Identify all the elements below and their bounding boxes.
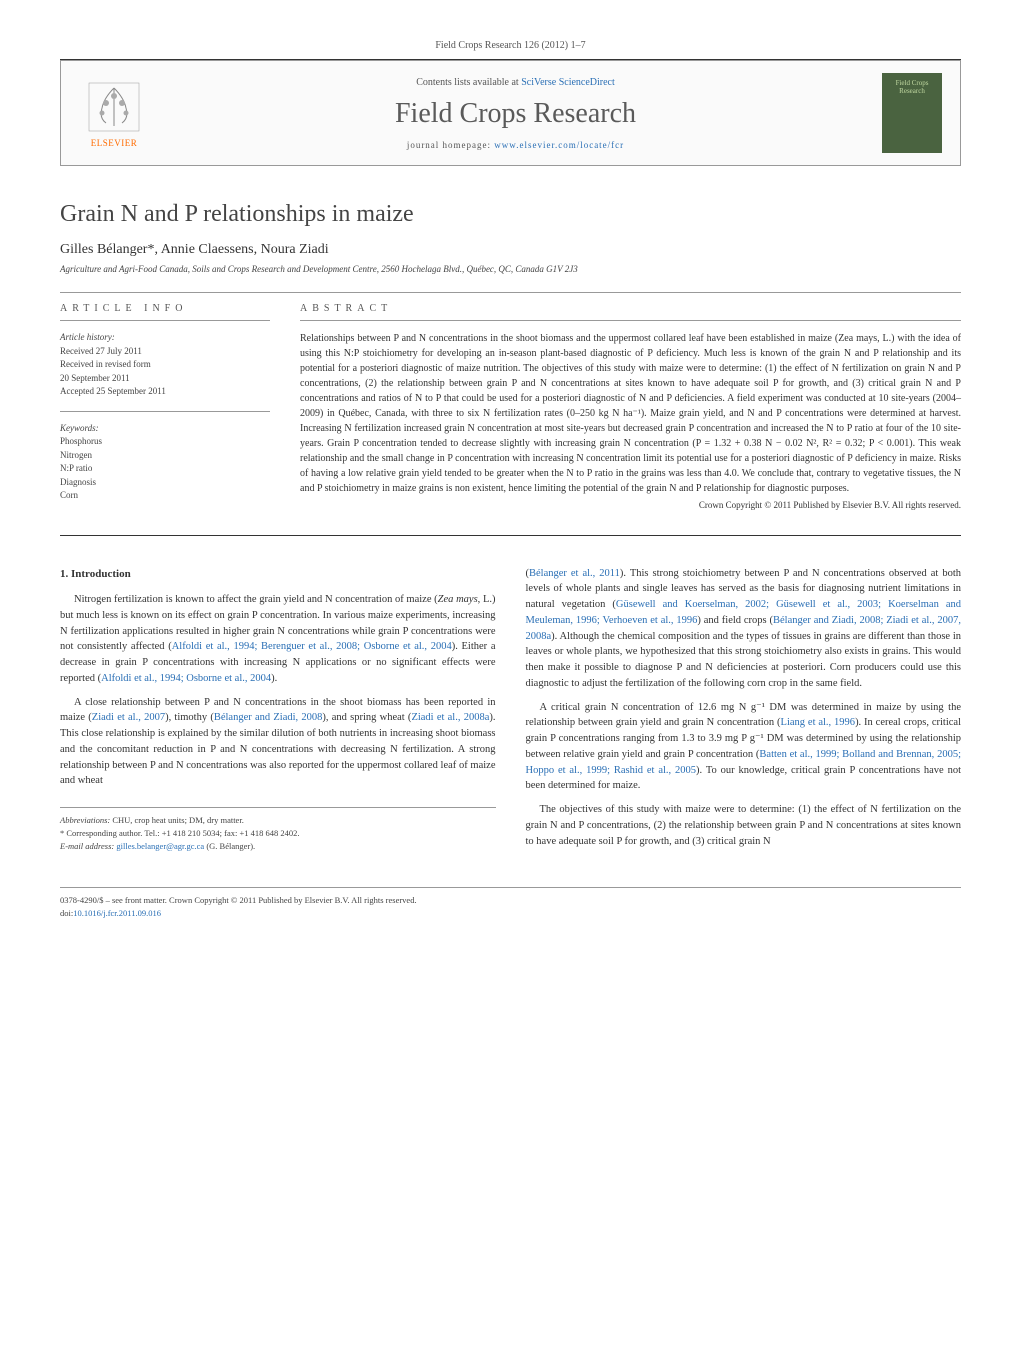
article-history: Article history: Received 27 July 2011 R… [60, 331, 270, 399]
elsevier-tree-icon [84, 78, 144, 136]
cover-text: Field Crops Research [882, 79, 942, 96]
keyword-3: N:P ratio [60, 462, 270, 476]
corresponding-line: * Corresponding author. Tel.: +1 418 210… [60, 827, 496, 840]
p2-text-c: ), and spring wheat ( [322, 712, 411, 723]
page-container: Field Crops Research 126 (2012) 1–7 ELSE… [0, 0, 1021, 960]
journal-cover-thumbnail: Field Crops Research [882, 73, 942, 153]
intro-p1: Nitrogen fertilization is known to affec… [60, 592, 496, 687]
p1-cite-2[interactable]: Alfoldi et al., 1994; Osborne et al., 20… [101, 673, 271, 684]
received-date: Received 27 July 2011 [60, 345, 270, 359]
affiliation: Agriculture and Agri-Food Canada, Soils … [60, 264, 961, 274]
contents-line: Contents lists available at SciVerse Sci… [149, 77, 882, 88]
p1-italic: Zea mays [438, 594, 478, 605]
intro-p5: The objectives of this study with maize … [526, 802, 962, 849]
contents-prefix: Contents lists available at [416, 77, 521, 88]
email-suffix: (G. Bélanger). [204, 841, 255, 851]
abstract-label: ABSTRACT [300, 303, 961, 314]
p1-cite-1[interactable]: Alfoldi et al., 1994; Berenguer et al., … [172, 641, 452, 652]
intro-p2: A close relationship between P and N con… [60, 695, 496, 790]
abbr-label: Abbreviations: [60, 815, 110, 825]
keywords-header: Keywords: [60, 422, 270, 436]
email-line: E-mail address: gilles.belanger@agr.gc.c… [60, 840, 496, 853]
p1-text-d: ). [271, 673, 277, 684]
info-rule [60, 320, 270, 321]
p3-text-d: ). Although the chemical composition and… [526, 631, 962, 689]
p3-text-c: ) and field crops ( [697, 615, 773, 626]
history-header: Article history: [60, 331, 270, 345]
email-link[interactable]: gilles.belanger@agr.gc.ca [114, 841, 204, 851]
abstract-text: Relationships between P and N concentrat… [300, 331, 961, 496]
abbreviations-line: Abbreviations: CHU, crop heat units; DM,… [60, 814, 496, 827]
p2-cite-1[interactable]: Ziadi et al., 2007 [92, 712, 165, 723]
elsevier-logo: ELSEVIER [79, 73, 149, 153]
bottom-metadata: 0378-4290/$ – see front matter. Crown Co… [60, 887, 961, 920]
elsevier-label: ELSEVIER [91, 138, 138, 148]
header-center: Contents lists available at SciVerse Sci… [149, 77, 882, 150]
p2-cite-2[interactable]: Bélanger and Ziadi, 2008 [214, 712, 323, 723]
article-title: Grain N and P relationships in maize [60, 201, 961, 228]
body-column-right: (Bélanger et al., 2011). This strong sto… [526, 566, 962, 858]
keywords-block: Keywords: Phosphorus Nitrogen N:P ratio … [60, 422, 270, 503]
homepage-link[interactable]: www.elsevier.com/locate/fcr [494, 140, 624, 150]
body-columns: 1. Introduction Nitrogen fertilization i… [60, 566, 961, 858]
article-info-column: ARTICLE INFO Article history: Received 2… [60, 303, 270, 515]
journal-header-box: ELSEVIER Contents lists available at Sci… [60, 60, 961, 166]
p2-cite-3[interactable]: Ziadi et al., 2008a [411, 712, 489, 723]
doi-prefix: doi: [60, 908, 73, 918]
copyright-line: Crown Copyright © 2011 Published by Else… [300, 500, 961, 510]
section-rule-1 [60, 292, 961, 293]
authors-text: Gilles Bélanger*, Annie Claessens, Noura… [60, 242, 329, 257]
keyword-4: Diagnosis [60, 476, 270, 490]
revised-line1: Received in revised form [60, 358, 270, 372]
footnotes: Abbreviations: CHU, crop heat units; DM,… [60, 807, 496, 852]
info-abstract-row: ARTICLE INFO Article history: Received 2… [60, 303, 961, 515]
abbr-text: CHU, crop heat units; DM, dry matter. [110, 815, 244, 825]
homepage-prefix: journal homepage: [407, 140, 494, 150]
keyword-2: Nitrogen [60, 449, 270, 463]
intro-heading: 1. Introduction [60, 566, 496, 583]
keyword-1: Phosphorus [60, 435, 270, 449]
authors-line: Gilles Bélanger*, Annie Claessens, Noura… [60, 242, 961, 258]
body-column-left: 1. Introduction Nitrogen fertilization i… [60, 566, 496, 858]
p3-cite-1[interactable]: Bélanger et al., 2011 [529, 568, 620, 579]
revised-line2: 20 September 2011 [60, 372, 270, 386]
journal-title: Field Crops Research [149, 98, 882, 130]
intro-p3: (Bélanger et al., 2011). This strong sto… [526, 566, 962, 692]
front-matter-line: 0378-4290/$ – see front matter. Crown Co… [60, 894, 961, 907]
homepage-line: journal homepage: www.elsevier.com/locat… [149, 140, 882, 150]
abstract-column: ABSTRACT Relationships between P and N c… [300, 303, 961, 515]
intro-p4: A critical grain N concentration of 12.6… [526, 700, 962, 795]
abstract-rule [300, 320, 961, 321]
sciencedirect-link[interactable]: SciVerse ScienceDirect [521, 77, 615, 88]
section-rule-2 [60, 535, 961, 536]
journal-reference: Field Crops Research 126 (2012) 1–7 [60, 40, 961, 51]
p4-cite-1[interactable]: Liang et al., 1996 [781, 717, 856, 728]
doi-line: doi:10.1016/j.fcr.2011.09.016 [60, 907, 961, 920]
p1-text-a: Nitrogen fertilization is known to affec… [74, 594, 438, 605]
doi-link[interactable]: 10.1016/j.fcr.2011.09.016 [73, 908, 161, 918]
accepted-date: Accepted 25 September 2011 [60, 385, 270, 399]
keyword-5: Corn [60, 489, 270, 503]
keywords-rule [60, 411, 270, 412]
p2-text-d: ). This close relationship is explained … [60, 712, 496, 786]
article-info-label: ARTICLE INFO [60, 303, 270, 314]
p2-text-b: ), timothy ( [165, 712, 214, 723]
email-label: E-mail address: [60, 841, 114, 851]
